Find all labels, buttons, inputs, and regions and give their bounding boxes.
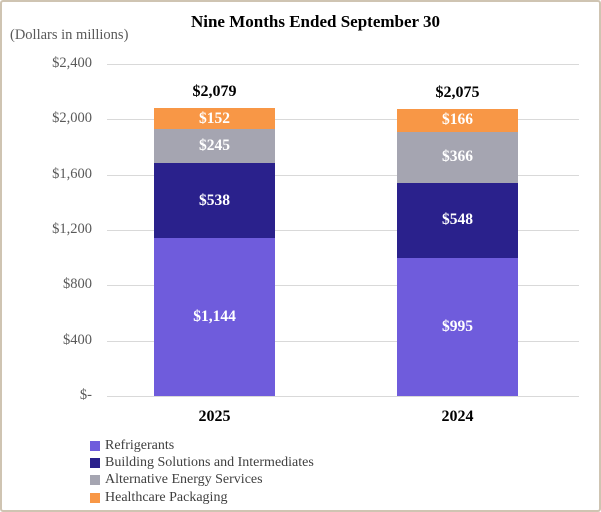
x-axis-label-2025: 2025: [198, 408, 231, 425]
gridline: [107, 396, 579, 397]
segment-value-label: $548: [442, 211, 473, 229]
legend-color-swatch: [90, 492, 100, 503]
legend-color-swatch: [90, 440, 100, 451]
x-axis-label-2024: 2024: [441, 408, 474, 425]
y-tick-label: $400: [63, 331, 92, 348]
legend-item-label: Alternative Energy Services: [105, 472, 263, 488]
bar-total-label-2025: $2,079: [192, 83, 237, 101]
y-tick-label: $-: [79, 387, 92, 403]
gridline: [107, 64, 579, 65]
segment-value-label: $166: [442, 111, 473, 129]
units-label: (Dollars in millions): [10, 27, 129, 43]
legend-item-label: Healthcare Packaging: [105, 489, 228, 505]
gridline: [107, 230, 579, 231]
bar-segment-refrigerants-2025: $1,144: [154, 237, 275, 396]
legend-item-refrigerants: Refrigerants: [90, 437, 314, 454]
segment-value-label: $245: [199, 137, 230, 155]
segment-value-label: $995: [442, 318, 473, 336]
legend-color-swatch: [90, 475, 100, 486]
chart-title: Nine Months Ended September 30: [190, 12, 441, 31]
y-tick-label: $2,400: [52, 55, 92, 71]
y-tick-label: $1,200: [52, 221, 92, 237]
legend: Refrigerants Building Solutions and Inter…: [90, 437, 314, 507]
legend-item-alternative-energy-services: Alternative Energy Services: [90, 472, 314, 489]
segment-value-label: $152: [199, 109, 230, 127]
legend-color-swatch: [90, 458, 100, 469]
legend-item-label: Refrigerants: [105, 437, 175, 453]
gridline: [107, 119, 579, 121]
y-axis-tick-labels: $2,400 $2,000 $1,600 $1,200 $800 $400 $-: [2, 2, 92, 510]
gridline: [107, 285, 579, 287]
y-tick-label: $1,600: [52, 165, 92, 182]
legend-item-building-solutions-and-intermediates: Building Solutions and Intermediates: [90, 454, 314, 471]
bar-segment-healthcare-packaging-2024: $166: [397, 108, 518, 132]
y-tick-label: $2,000: [52, 110, 92, 127]
bar-segment-alternative-energy-services-2024: $366: [397, 131, 518, 183]
bar-segment-alternative-energy-services-2025: $245: [154, 129, 275, 164]
legend-item-healthcare-packaging: Healthcare Packaging: [90, 489, 314, 506]
gridline: [107, 174, 579, 176]
legend-item-label: Building Solutions and Intermediates: [105, 455, 314, 471]
bar-segment-building-solutions-and-intermediates-2025: $538: [154, 163, 275, 238]
segment-value-label: $366: [442, 148, 473, 166]
gridline: [107, 340, 579, 342]
segment-value-label: $538: [199, 191, 230, 209]
segment-value-label: $1,144: [193, 307, 236, 325]
bar-segment-refrigerants-2024: $995: [397, 258, 518, 396]
y-tick-label: $800: [63, 276, 92, 293]
plot-area: $1,144 $538 $245 $152 $2,079 2025 $995 $548 $366…: [107, 64, 579, 425]
bar-segment-building-solutions-and-intermediates-2024: $548: [397, 182, 518, 259]
bar-total-label-2024: $2,075: [435, 83, 480, 101]
bar-segment-healthcare-packaging-2025: $152: [154, 108, 275, 130]
